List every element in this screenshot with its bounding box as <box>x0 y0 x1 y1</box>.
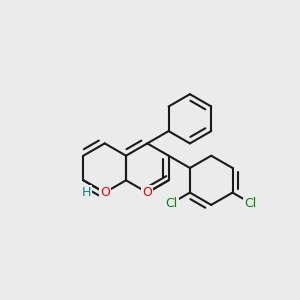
Text: O: O <box>100 186 110 199</box>
Text: O: O <box>142 186 152 199</box>
Text: Cl: Cl <box>244 196 257 210</box>
Text: Cl: Cl <box>166 196 178 210</box>
Text: H: H <box>82 186 91 199</box>
Text: O: O <box>142 186 152 199</box>
